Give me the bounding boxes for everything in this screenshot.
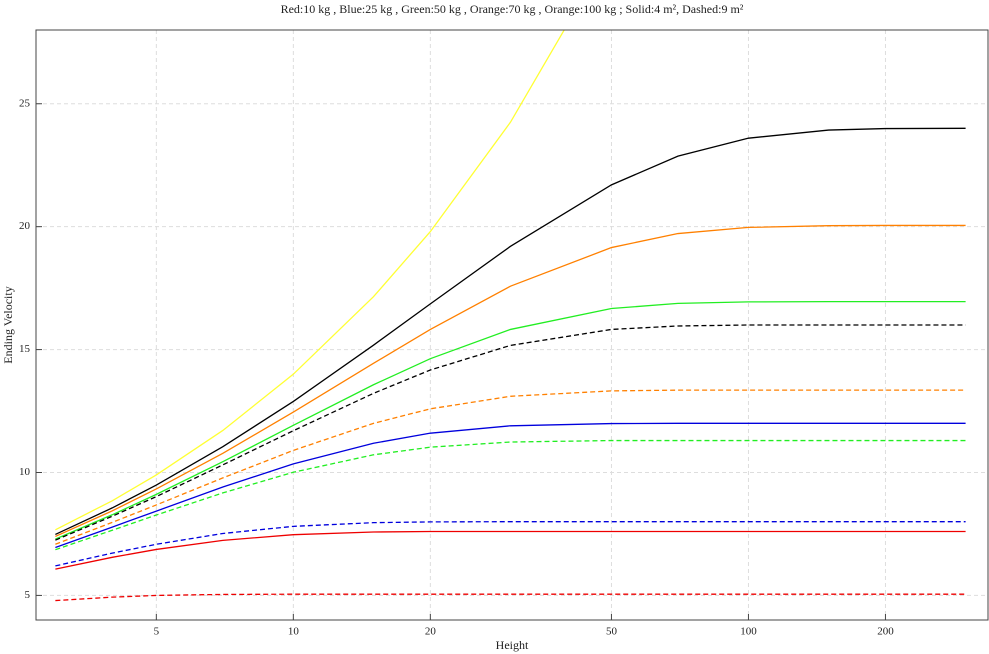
series-line [55, 422, 966, 549]
x-tick-label: 50 [606, 626, 618, 638]
series-line [55, 324, 966, 541]
series-line [55, 521, 966, 567]
x-tick-label: 100 [740, 626, 757, 638]
y-tick-label: 10 [19, 466, 31, 478]
x-tick-label: 5 [154, 626, 160, 638]
y-tick-label: 20 [19, 220, 31, 232]
series-line [55, 224, 966, 538]
series-line [55, 389, 966, 545]
plot-area [55, 30, 966, 602]
series-line [55, 530, 966, 570]
y-tick-label: 25 [19, 97, 31, 109]
y-axis-label: Ending Velocity [1, 286, 15, 363]
x-tick-label: 10 [288, 626, 300, 638]
series-line [55, 127, 966, 536]
series-line [55, 593, 966, 602]
x-tick-label: 200 [877, 626, 894, 638]
series-line [55, 301, 966, 540]
series-line [55, 30, 565, 531]
chart-title: Red:10 kg , Blue:25 kg , Green:50 kg , O… [281, 2, 744, 16]
y-tick-label: 5 [25, 589, 31, 601]
x-tick-label: 20 [425, 626, 437, 638]
y-tick-label: 15 [19, 343, 31, 355]
series-line [55, 439, 966, 551]
x-axis-label: Height [496, 638, 529, 652]
frame [35, 29, 989, 621]
